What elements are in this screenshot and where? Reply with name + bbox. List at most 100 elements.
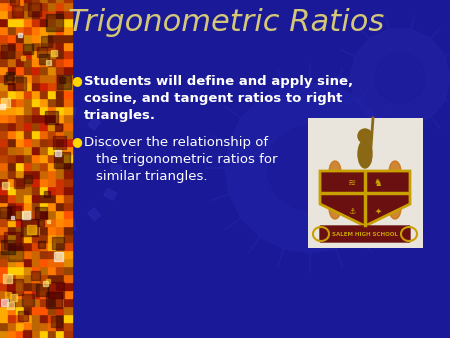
Bar <box>24 146 32 154</box>
Bar <box>40 146 48 154</box>
Bar <box>56 258 64 266</box>
Text: the trigonometric ratios for: the trigonometric ratios for <box>96 153 278 166</box>
Bar <box>64 226 72 234</box>
Bar <box>32 322 40 330</box>
Bar <box>24 50 32 58</box>
Bar <box>16 130 24 138</box>
Bar <box>16 170 24 178</box>
Bar <box>48 306 56 314</box>
Bar <box>0 74 8 82</box>
Bar <box>40 122 48 130</box>
Bar <box>40 242 48 250</box>
Bar <box>8 2 16 10</box>
Bar <box>40 202 48 210</box>
Bar <box>16 114 24 122</box>
Bar <box>18 33 22 37</box>
Bar <box>48 330 56 338</box>
Bar <box>0 226 8 234</box>
Bar <box>24 34 32 42</box>
Bar <box>56 314 64 322</box>
Bar <box>16 186 24 194</box>
Bar <box>88 117 100 130</box>
Bar <box>40 138 48 146</box>
Bar <box>64 282 72 290</box>
Bar <box>32 210 40 218</box>
Ellipse shape <box>358 140 372 168</box>
Bar <box>40 266 48 274</box>
Bar <box>24 306 32 314</box>
Bar <box>32 274 40 282</box>
Bar <box>56 322 64 330</box>
Bar <box>56 266 64 274</box>
Bar <box>24 282 32 290</box>
Bar <box>8 274 16 282</box>
Bar <box>8 246 23 261</box>
Bar <box>8 210 16 218</box>
Bar <box>16 18 24 26</box>
Bar <box>32 202 40 210</box>
Bar <box>8 146 16 154</box>
Bar <box>24 202 32 210</box>
Bar <box>8 282 16 290</box>
Bar <box>8 74 16 82</box>
Bar <box>0 266 8 274</box>
Bar <box>22 294 34 306</box>
Bar <box>24 266 32 274</box>
Bar <box>56 74 64 82</box>
Bar <box>54 152 70 168</box>
Bar <box>16 178 24 186</box>
Bar <box>0 26 8 34</box>
Bar <box>0 58 8 66</box>
Text: cosine, and tangent ratios to right: cosine, and tangent ratios to right <box>84 92 342 105</box>
Bar <box>16 210 24 218</box>
Bar <box>40 282 48 290</box>
Bar <box>40 2 48 10</box>
Bar <box>0 186 8 194</box>
Bar <box>16 106 24 114</box>
Bar <box>64 186 72 194</box>
Bar <box>56 50 64 58</box>
Bar <box>56 0 64 2</box>
Bar <box>21 219 38 236</box>
Bar <box>48 226 56 234</box>
Bar <box>56 290 64 298</box>
Bar <box>48 242 56 250</box>
Bar <box>32 146 40 154</box>
Bar <box>35 207 47 219</box>
Bar <box>48 82 56 90</box>
Bar <box>21 56 25 60</box>
Bar <box>48 186 56 194</box>
Bar <box>16 242 24 250</box>
Bar <box>8 138 16 146</box>
Bar <box>46 60 51 65</box>
Bar <box>0 130 8 138</box>
Bar <box>32 58 40 66</box>
Bar <box>40 154 48 162</box>
Bar <box>7 279 23 295</box>
Bar <box>24 10 32 18</box>
Bar <box>0 138 8 146</box>
Bar <box>24 90 32 98</box>
Bar <box>56 10 64 18</box>
Bar <box>16 282 24 290</box>
Bar <box>14 178 24 188</box>
Ellipse shape <box>329 197 341 219</box>
Bar <box>45 111 58 124</box>
Bar <box>3 274 12 283</box>
Bar <box>22 211 30 219</box>
Text: ✦: ✦ <box>374 207 382 216</box>
Bar <box>56 106 64 114</box>
Bar <box>40 178 48 186</box>
Bar <box>8 10 16 18</box>
Ellipse shape <box>389 197 401 219</box>
Bar <box>8 82 16 90</box>
Bar <box>40 42 48 50</box>
Bar <box>8 178 16 186</box>
Bar <box>8 66 16 74</box>
Bar <box>43 281 48 286</box>
Bar <box>56 42 64 50</box>
Bar <box>56 210 64 218</box>
Bar <box>16 314 24 322</box>
Bar <box>32 138 40 146</box>
Bar <box>10 294 17 301</box>
